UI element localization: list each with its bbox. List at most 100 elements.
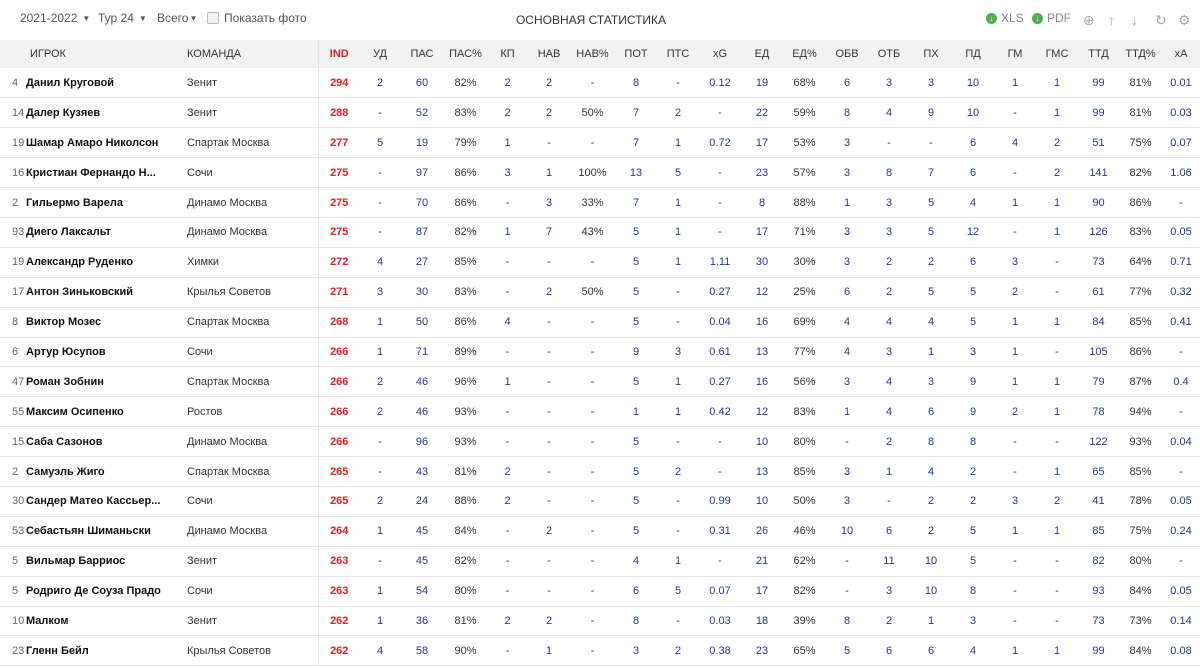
player-name[interactable]: Александр Руденко bbox=[26, 256, 134, 269]
column-header[interactable]: xG bbox=[712, 48, 728, 60]
column-header[interactable]: ПАС% bbox=[449, 48, 482, 60]
table-row[interactable]: 19 Александр Руденко Химки 272 4 27 85% - - - 5 1 1.… bbox=[0, 247, 1200, 278]
team-name[interactable]: Спартак Москва bbox=[187, 136, 270, 149]
table-row[interactable]: 4 Данил Круговой Зенит 294 2 60 82% 2 2-8-0.12 19… bbox=[0, 68, 1200, 98]
team-name[interactable]: Крылья Советов bbox=[187, 286, 272, 299]
table-row[interactable]: 10 Малком Зенит 262 1 36 81% 2 2 - 8 - 0.03 18 39% 8 2 1 3… bbox=[0, 606, 1200, 636]
player-name[interactable]: Кристиан Фернандо Н... bbox=[26, 166, 156, 179]
player-name[interactable]: Самуэль Жиго bbox=[26, 465, 105, 478]
team-name[interactable]: Спартак Москва bbox=[187, 375, 270, 388]
team-name[interactable]: Зенит bbox=[187, 106, 218, 119]
team-name[interactable]: Зенит bbox=[187, 614, 218, 627]
player-name[interactable]: Гильермо Варела bbox=[26, 196, 123, 209]
column-header[interactable]: ЕД bbox=[754, 48, 770, 60]
player-name[interactable]: Диего Лаксальт bbox=[26, 226, 111, 239]
column-header[interactable]: КОМАНДА bbox=[187, 48, 242, 60]
column-header[interactable]: ЕД% bbox=[792, 48, 817, 60]
team-name[interactable]: Сочи bbox=[187, 495, 213, 508]
column-header[interactable]: ГМ bbox=[1007, 48, 1023, 60]
column-header[interactable]: ПОТ bbox=[624, 48, 648, 60]
table-row[interactable]: 8 Виктор Мозес Спартак Москва 268 1 50 86% 4 - - 5… bbox=[0, 307, 1200, 338]
show-photo-checkbox[interactable] bbox=[207, 12, 219, 24]
table-row[interactable]: 2 Гильермо Варела Динамо Москва 275 - 70 86% - 3… bbox=[0, 187, 1200, 218]
team-name[interactable]: Спартак Москва bbox=[187, 316, 270, 329]
table-row[interactable]: 55 Максим Осипенко Ростов 266 2 46 93% - - -1 1 0.4… bbox=[0, 396, 1200, 427]
player-name[interactable]: Данил Круговой bbox=[26, 76, 115, 89]
table-row[interactable]: 14 Далер Кузяев Зенит 288-52 83% 2 2 50% 7 2-22 59… bbox=[0, 97, 1200, 128]
column-header[interactable]: ПХ bbox=[923, 48, 939, 60]
team-name[interactable]: Ростов bbox=[187, 405, 223, 418]
player-name[interactable]: Гленн Бейл bbox=[26, 644, 89, 657]
show-photo-toggle[interactable]: Показать фото bbox=[207, 11, 307, 25]
table-row[interactable]: 47 Роман Зобнин Спартак Москва 266 2 46 96% 1 - -… bbox=[0, 366, 1200, 397]
column-header[interactable]: НАВ% bbox=[576, 48, 609, 60]
column-header[interactable]: ГМС bbox=[1045, 48, 1069, 60]
table-row[interactable]: 23 Гленн Бейл Крылья Советов 262 4 58 90% -1-3 2… bbox=[0, 635, 1200, 666]
column-header[interactable]: IND bbox=[317, 40, 360, 68]
team-name[interactable]: Динамо Москва bbox=[187, 196, 268, 209]
table-row[interactable]: 53 Себастьян Шиманьски Динамо Москва 264 1 45… bbox=[0, 516, 1200, 547]
column-header[interactable]: КП bbox=[500, 48, 515, 60]
team-name[interactable]: Зенит bbox=[187, 76, 218, 89]
table-row[interactable]: 17 Антон Зиньковский Крылья Советов 271 3 30 8… bbox=[0, 277, 1200, 308]
team-name[interactable]: Сочи bbox=[187, 585, 213, 598]
export-xls-button[interactable]: ↓ XLS bbox=[986, 11, 1024, 25]
season-select[interactable]: 2021-2022 ▼ bbox=[20, 11, 90, 25]
team-name[interactable]: Динамо Москва bbox=[187, 525, 268, 538]
player-name[interactable]: Максим Осипенко bbox=[26, 405, 124, 418]
stat-cell: 50% bbox=[793, 495, 816, 508]
team-name[interactable]: Крылья Советов bbox=[187, 644, 272, 657]
player-name[interactable]: Родриго Де Соуза Прадо bbox=[26, 585, 161, 598]
player-name[interactable]: Саба Сазонов bbox=[26, 435, 103, 448]
column-header[interactable]: УД bbox=[373, 48, 387, 60]
column-header[interactable]: ПД bbox=[965, 48, 981, 60]
player-name[interactable]: Роман Зобнин bbox=[26, 375, 104, 388]
team-name[interactable]: Динамо Москва bbox=[187, 435, 268, 448]
refresh-icon[interactable]: ↻ bbox=[1155, 12, 1167, 28]
column-header[interactable]: ПТС bbox=[666, 48, 690, 60]
team-name[interactable]: Сочи bbox=[187, 166, 213, 179]
column-header[interactable]: xA bbox=[1174, 48, 1188, 60]
column-header[interactable]: НАВ bbox=[537, 48, 561, 60]
column-header[interactable]: ОТБ bbox=[877, 48, 901, 60]
scope-select[interactable]: Всего ▼ bbox=[157, 11, 197, 25]
column-header[interactable]: ТТД% bbox=[1125, 48, 1156, 60]
column-header[interactable]: ОБВ bbox=[835, 48, 859, 60]
player-name[interactable]: Артур Юсупов bbox=[26, 345, 106, 358]
column-header[interactable]: ПАС bbox=[410, 48, 434, 60]
table-row[interactable]: 15 Саба Сазонов Динамо Москва 266 - 96 93% - - - 5… bbox=[0, 426, 1200, 457]
table-row[interactable]: 5 Родриго Де Соуза Прадо Сочи 263 1 54 80% - - - 6… bbox=[0, 576, 1200, 607]
player-name[interactable]: Антон Зиньковский bbox=[26, 286, 134, 299]
player-name[interactable]: Себастьян Шиманьски bbox=[26, 525, 151, 538]
player-name[interactable]: Шамар Амаро Николсон bbox=[26, 136, 159, 149]
team-name[interactable]: Сочи bbox=[187, 345, 213, 358]
player-name[interactable]: Сандер Матео Кассьер... bbox=[26, 495, 161, 508]
gear-icon[interactable]: ⚙ bbox=[1178, 12, 1191, 28]
team-name[interactable]: Спартак Москва bbox=[187, 465, 270, 478]
column-header[interactable]: ИГРОК bbox=[30, 48, 66, 60]
table-row[interactable]: 2 Самуэль Жиго Спартак Москва 265-43 81% 2- -5… bbox=[0, 456, 1200, 487]
table-row[interactable]: 93 Диего Лаксальт Динамо Москва 275-87 82% 1 7… bbox=[0, 217, 1200, 248]
stat-cell: 82 bbox=[1092, 555, 1105, 568]
table-row[interactable]: 16 Кристиан Фернандо Н... Сочи 275-97 86% 3 1 1… bbox=[0, 157, 1200, 188]
stat-cell: 1 bbox=[843, 405, 851, 418]
tour-select[interactable]: Тур 24 ▼ bbox=[98, 11, 147, 25]
team-name[interactable]: Динамо Москва bbox=[187, 226, 268, 239]
stat-cell: 2 bbox=[545, 286, 553, 299]
player-name[interactable]: Малком bbox=[26, 614, 69, 627]
table-row[interactable]: 5 Вильмар Барриос Зенит 263 - 45 82% - - - 4 1 - 21 62… bbox=[0, 546, 1200, 577]
column-header[interactable]: ТТД bbox=[1088, 48, 1109, 60]
arrow-down-icon[interactable]: ↓ bbox=[1131, 12, 1138, 28]
team-name[interactable]: Зенит bbox=[187, 555, 218, 568]
add-icon[interactable]: ⊕ bbox=[1083, 12, 1095, 28]
table-row[interactable]: 6 Артур Юсупов Сочи 266 1 71 89% - - -9 3 0.61 13 77%… bbox=[0, 337, 1200, 367]
table-row[interactable]: 19 Шамар Амаро Николсон Спартак Москва 277 5… bbox=[0, 127, 1200, 158]
player-name[interactable]: Далер Кузяев bbox=[26, 106, 101, 119]
table-row[interactable]: 30 Сандер Матео Кассьер... Сочи 265 2 24 88% 2 -… bbox=[0, 486, 1200, 517]
player-name[interactable]: Виктор Мозес bbox=[26, 316, 102, 329]
stat-cell: 3 bbox=[843, 226, 851, 239]
export-pdf-button[interactable]: ↓ PDF bbox=[1032, 11, 1071, 25]
player-name[interactable]: Вильмар Барриос bbox=[26, 555, 126, 568]
team-name[interactable]: Химки bbox=[187, 256, 220, 269]
arrow-up-icon[interactable]: ↑ bbox=[1108, 12, 1115, 28]
